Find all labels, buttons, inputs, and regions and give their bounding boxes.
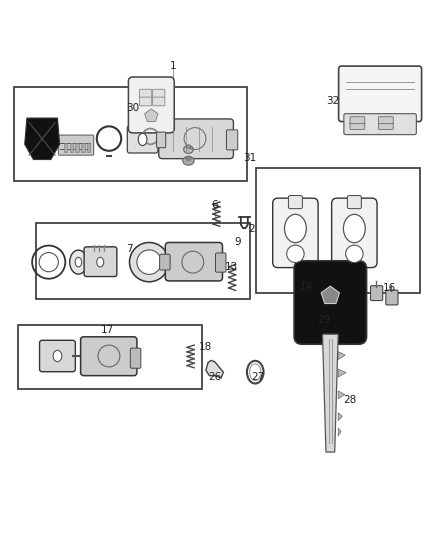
Ellipse shape — [70, 250, 87, 274]
Bar — [70, 143, 73, 152]
Polygon shape — [321, 286, 339, 303]
Bar — [18, 326, 201, 389]
Ellipse shape — [343, 214, 365, 243]
Ellipse shape — [186, 156, 191, 160]
Ellipse shape — [53, 350, 62, 362]
Text: 17: 17 — [101, 325, 114, 335]
FancyBboxPatch shape — [127, 126, 158, 153]
FancyBboxPatch shape — [152, 89, 165, 98]
FancyBboxPatch shape — [156, 132, 166, 148]
FancyBboxPatch shape — [294, 261, 367, 344]
Polygon shape — [206, 360, 223, 378]
FancyBboxPatch shape — [140, 89, 152, 98]
FancyBboxPatch shape — [386, 290, 398, 305]
FancyBboxPatch shape — [215, 253, 226, 272]
Text: 30: 30 — [126, 103, 139, 114]
FancyBboxPatch shape — [350, 117, 365, 124]
Polygon shape — [338, 428, 341, 436]
Text: 1: 1 — [170, 61, 177, 71]
Text: 28: 28 — [343, 394, 357, 405]
Polygon shape — [145, 109, 158, 122]
FancyBboxPatch shape — [350, 123, 365, 130]
FancyBboxPatch shape — [131, 348, 141, 368]
Text: 16: 16 — [383, 284, 396, 293]
FancyBboxPatch shape — [39, 340, 75, 372]
Bar — [64, 143, 67, 152]
Polygon shape — [25, 118, 60, 159]
FancyBboxPatch shape — [339, 66, 422, 122]
Ellipse shape — [138, 133, 147, 146]
FancyBboxPatch shape — [152, 97, 165, 106]
Text: 29: 29 — [317, 315, 330, 325]
Bar — [75, 143, 79, 152]
FancyBboxPatch shape — [226, 130, 238, 150]
Text: 27: 27 — [252, 372, 265, 382]
Ellipse shape — [75, 257, 81, 267]
FancyBboxPatch shape — [273, 198, 318, 268]
Bar — [87, 143, 90, 152]
FancyBboxPatch shape — [288, 196, 302, 208]
Polygon shape — [338, 352, 345, 359]
FancyBboxPatch shape — [378, 123, 393, 130]
FancyBboxPatch shape — [84, 247, 117, 277]
Text: 26: 26 — [208, 372, 221, 382]
FancyBboxPatch shape — [332, 198, 377, 268]
Text: 32: 32 — [326, 96, 339, 107]
Text: 6: 6 — [211, 200, 218, 211]
Circle shape — [137, 250, 161, 274]
FancyBboxPatch shape — [378, 117, 393, 124]
FancyBboxPatch shape — [159, 119, 233, 159]
FancyBboxPatch shape — [371, 286, 383, 301]
FancyBboxPatch shape — [165, 243, 223, 281]
Text: 2: 2 — [248, 224, 255, 235]
Polygon shape — [338, 369, 346, 377]
FancyBboxPatch shape — [128, 77, 174, 133]
FancyBboxPatch shape — [159, 254, 170, 270]
Bar — [81, 143, 85, 152]
Text: 18: 18 — [198, 342, 212, 352]
Text: 31: 31 — [243, 153, 256, 163]
Ellipse shape — [184, 146, 193, 154]
Circle shape — [130, 243, 169, 282]
FancyBboxPatch shape — [344, 114, 417, 135]
Text: 9: 9 — [234, 238, 240, 247]
Ellipse shape — [183, 157, 194, 165]
Circle shape — [346, 245, 363, 263]
Text: 13: 13 — [225, 262, 238, 272]
Circle shape — [287, 245, 304, 263]
FancyBboxPatch shape — [140, 97, 152, 106]
Text: 14: 14 — [300, 282, 313, 293]
Polygon shape — [338, 413, 342, 421]
Bar — [14, 87, 247, 181]
Bar — [35, 223, 250, 299]
Ellipse shape — [285, 214, 306, 243]
Ellipse shape — [186, 144, 191, 148]
FancyBboxPatch shape — [347, 196, 361, 208]
Text: 7: 7 — [126, 244, 133, 254]
Bar — [256, 168, 420, 293]
Ellipse shape — [97, 257, 104, 267]
FancyBboxPatch shape — [58, 135, 94, 155]
Polygon shape — [338, 391, 345, 399]
FancyBboxPatch shape — [81, 337, 137, 376]
Polygon shape — [322, 334, 338, 452]
